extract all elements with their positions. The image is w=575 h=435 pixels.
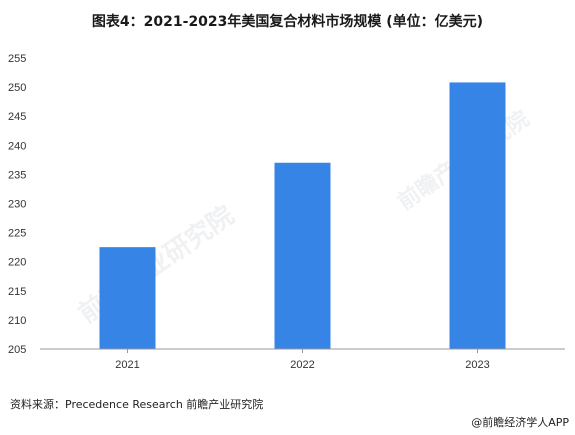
y-tick-label: 250 [8,82,26,94]
y-tick-label: 255 [8,53,26,65]
y-tick-label: 220 [8,257,26,269]
source-note: 资料来源：Precedence Research 前瞻产业研究院 [10,398,264,411]
x-tick-label: 2021 [115,359,139,371]
credit-label: @前瞻经济学人APP [471,416,569,429]
y-tick-label: 235 [8,169,26,181]
y-tick-label: 205 [8,344,26,356]
y-tick-label: 245 [8,111,26,123]
bar-2022 [274,162,331,349]
x-axis: 2021 2022 2023 [40,348,565,371]
y-tick-label: 210 [8,315,26,327]
x-tick-label: 2022 [290,359,314,371]
bar-2023 [449,82,506,349]
y-tick-label: 215 [8,286,26,298]
bar-2021 [99,247,156,349]
y-tick-label: 225 [8,228,26,240]
y-tick-label: 230 [8,199,26,211]
bar-series [99,82,506,349]
x-tick-label: 2023 [465,359,489,371]
y-axis: 205 210 215 220 225 230 235 240 245 250 255 [8,53,26,356]
y-tick-label: 240 [8,140,26,152]
chart-title: 图表4：2021-2023年美国复合材料市场规模 (单位：亿美元) [91,14,484,30]
